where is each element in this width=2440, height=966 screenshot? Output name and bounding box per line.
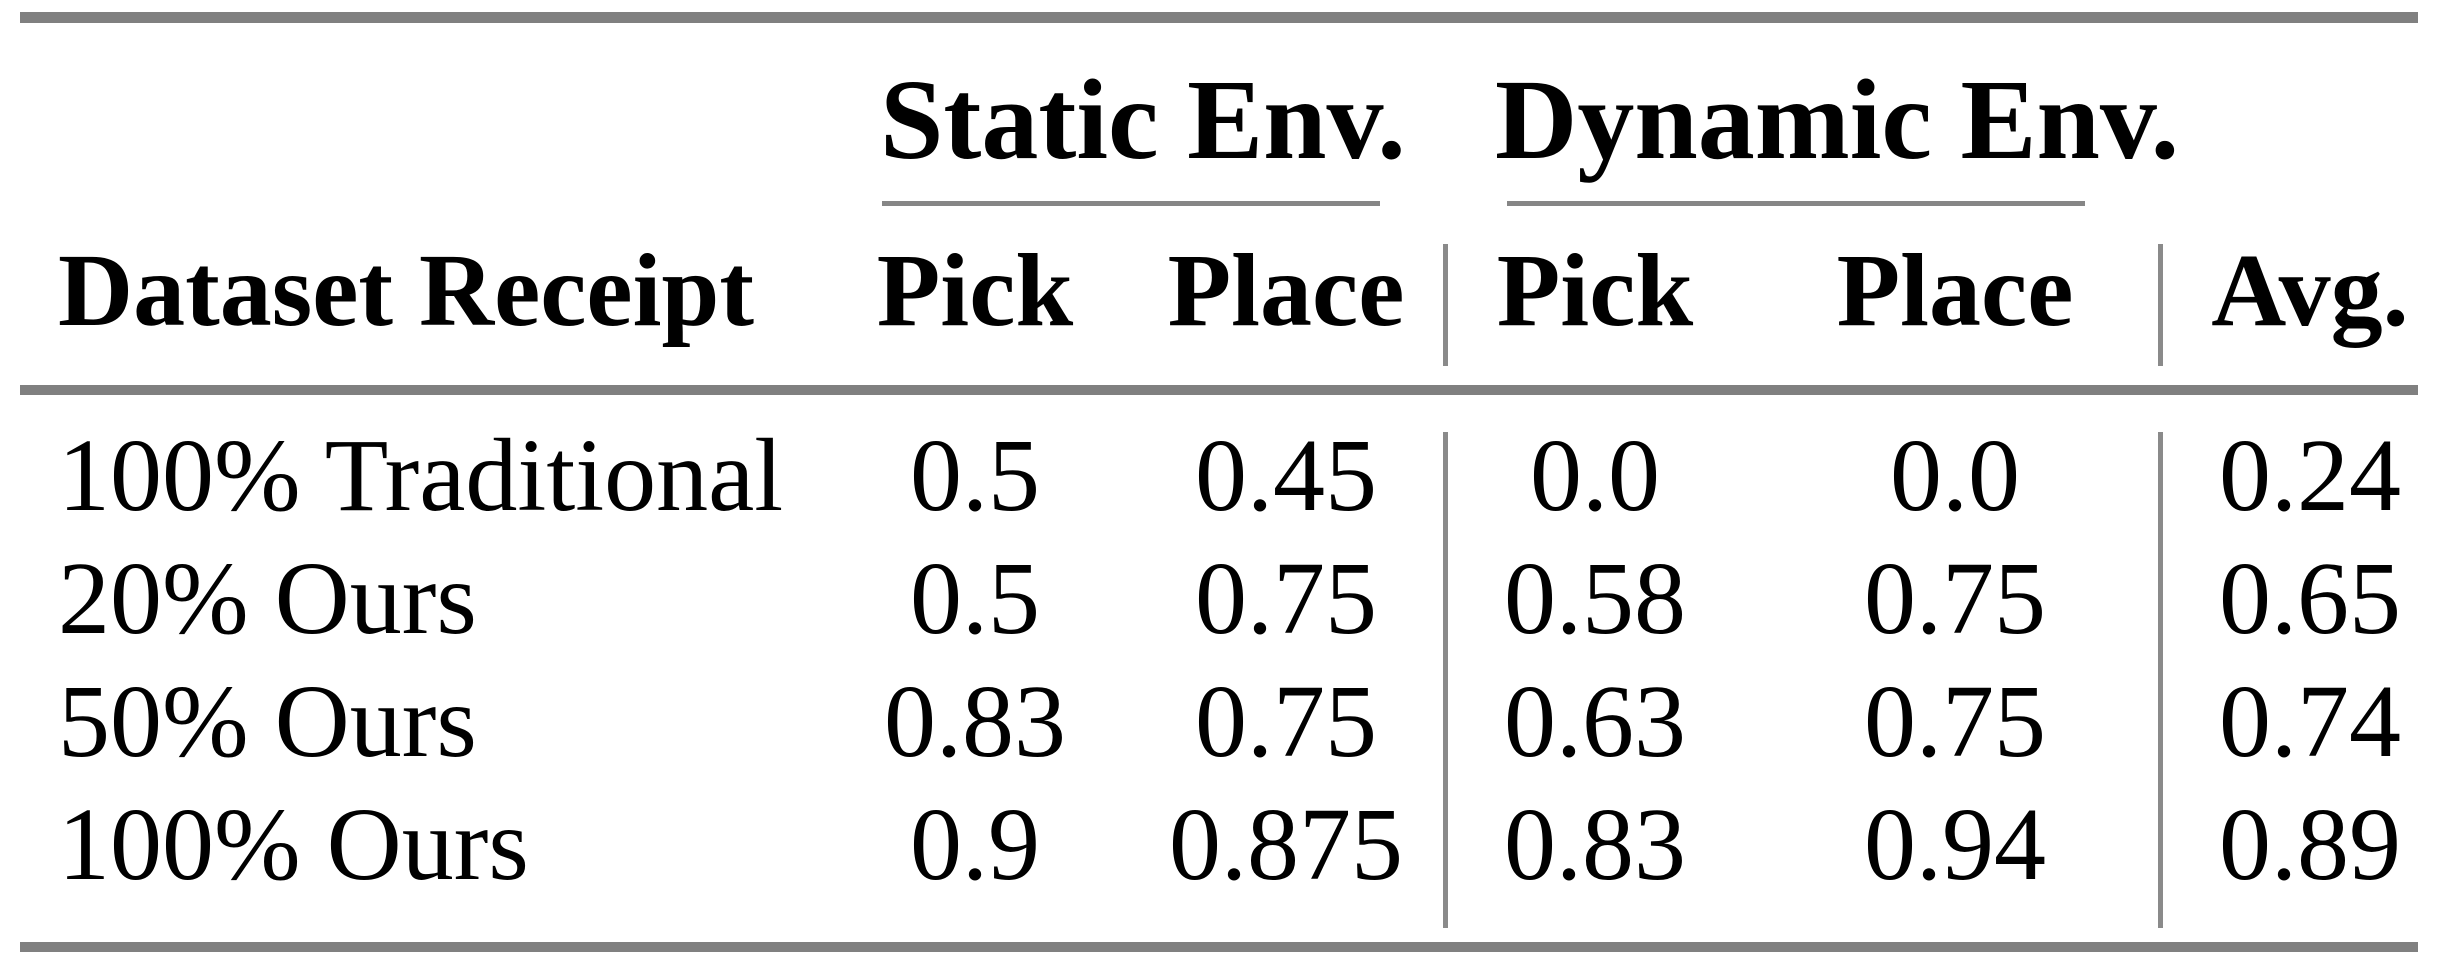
cell-dynamic-place: 0.94 bbox=[1864, 787, 2046, 902]
cell-dynamic-place: 0.75 bbox=[1864, 541, 2046, 656]
cell-dynamic-pick: 0.58 bbox=[1504, 541, 1686, 656]
row-label: 20% Ours bbox=[58, 541, 477, 656]
table-row: 100% Traditional 0.5 0.45 0.0 0.0 0.24 bbox=[0, 424, 2440, 536]
column-header-avg: Avg. bbox=[2211, 233, 2409, 348]
group-header-static-env: Static Env. bbox=[880, 56, 1406, 183]
cell-dynamic-pick: 0.83 bbox=[1504, 787, 1686, 902]
column-header-dynamic-pick: Pick bbox=[1496, 233, 1694, 348]
cell-avg: 0.89 bbox=[2219, 787, 2401, 902]
cmidrule-static-env bbox=[882, 201, 1380, 206]
vertical-separator-2-body bbox=[2158, 432, 2163, 928]
cell-avg: 0.65 bbox=[2219, 541, 2401, 656]
cell-static-pick: 0.5 bbox=[910, 418, 1040, 533]
column-header-static-pick: Pick bbox=[876, 233, 1074, 348]
cell-static-pick: 0.83 bbox=[884, 664, 1066, 779]
table-row: 100% Ours 0.9 0.875 0.83 0.94 0.89 bbox=[0, 793, 2440, 905]
cell-avg: 0.24 bbox=[2219, 418, 2401, 533]
vertical-separator-2-header bbox=[2158, 244, 2163, 366]
cell-static-place: 0.75 bbox=[1195, 541, 1377, 656]
group-header-dynamic-env: Dynamic Env. bbox=[1495, 56, 2180, 183]
cell-static-place: 0.875 bbox=[1169, 787, 1403, 902]
cmidrule-dynamic-env bbox=[1507, 201, 2085, 206]
row-label: 100% Traditional bbox=[58, 418, 784, 533]
cell-static-pick: 0.5 bbox=[910, 541, 1040, 656]
row-label: 50% Ours bbox=[58, 664, 477, 779]
vertical-separator-1-body bbox=[1443, 432, 1448, 928]
cell-dynamic-place: 0.75 bbox=[1864, 664, 2046, 779]
row-label: 100% Ours bbox=[58, 787, 529, 902]
column-header-dataset-receipt: Dataset Receipt bbox=[58, 233, 754, 348]
table-mid-rule bbox=[20, 385, 2418, 395]
cell-dynamic-pick: 0.0 bbox=[1530, 418, 1660, 533]
table-top-rule bbox=[20, 12, 2418, 23]
cell-static-place: 0.75 bbox=[1195, 664, 1377, 779]
vertical-separator-1-header bbox=[1443, 244, 1448, 366]
table-row: 20% Ours 0.5 0.75 0.58 0.75 0.65 bbox=[0, 547, 2440, 659]
cell-dynamic-pick: 0.63 bbox=[1504, 664, 1686, 779]
table-row: 50% Ours 0.83 0.75 0.63 0.75 0.74 bbox=[0, 670, 2440, 782]
cell-static-pick: 0.9 bbox=[910, 787, 1040, 902]
column-header-dynamic-place: Place bbox=[1836, 233, 2074, 348]
cell-avg: 0.74 bbox=[2219, 664, 2401, 779]
cell-static-place: 0.45 bbox=[1195, 418, 1377, 533]
column-header-static-place: Place bbox=[1167, 233, 1405, 348]
cell-dynamic-place: 0.0 bbox=[1890, 418, 2020, 533]
table-bottom-rule bbox=[20, 942, 2418, 952]
